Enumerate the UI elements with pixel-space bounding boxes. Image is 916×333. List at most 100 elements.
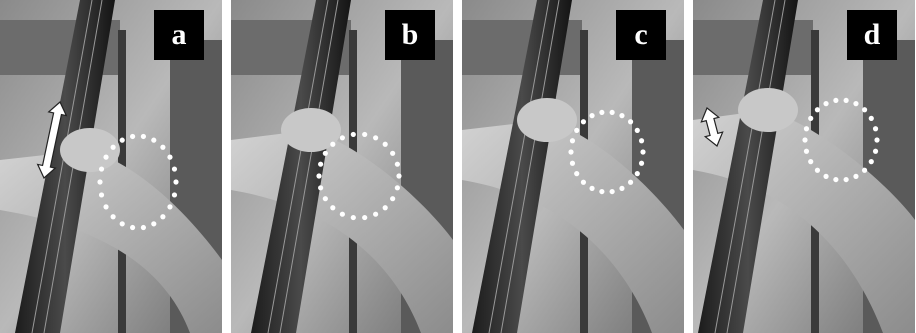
marker-dot [844,98,849,103]
marker-dot [141,134,146,139]
marker-dot [804,126,809,131]
marker-dot [808,159,813,164]
marker-dot [862,168,867,173]
marker-dot [362,215,367,220]
figure: a b c d [0,0,916,333]
marker-dot [97,179,102,184]
marker-dot [568,149,573,154]
marker-dot [869,159,874,164]
marker-dot [99,166,104,171]
marker-dot [172,192,177,197]
marker-dot [130,134,135,139]
marker-dot [599,189,604,194]
marker-dot [833,98,838,103]
panel-label: d [864,18,881,51]
marker-dot [167,155,172,160]
marker-dot [323,196,328,201]
marker-dot [853,101,858,106]
marker-dot [160,214,165,219]
marker-dot [330,205,335,210]
marker-dot [172,166,177,171]
marker-dot [635,171,640,176]
marker-dot [815,168,820,173]
photo-panel: a [0,0,222,333]
marker-dot [873,149,878,154]
marker-dot [373,135,378,140]
marker-dot [869,116,874,121]
marker-dot [373,212,378,217]
marker-dot [351,132,356,137]
marker-dot [103,155,108,160]
marker-dot [130,225,135,230]
photo-panel: c [462,0,684,333]
marker-dot [853,174,858,179]
marker-dot [160,145,165,150]
marker-dot [619,113,624,118]
marker-dot [844,177,849,182]
marker-dot [808,116,813,121]
marker-dot [610,110,615,115]
marker-dot [111,214,116,219]
marker-dot [151,221,156,226]
marker-dot [574,128,579,133]
page: abcd (() => { const data = JSON.parse(do… [0,0,916,333]
marker-dot [628,180,633,185]
hand [738,88,798,132]
marker-dot [570,161,575,166]
marker-dot [340,135,345,140]
marker-dot [383,205,388,210]
marker-dot [167,204,172,209]
marker-dot [581,119,586,124]
marker-dot [639,161,644,166]
marker-dot [639,138,644,143]
panel-label: c [634,18,647,51]
marker-dot [111,145,116,150]
marker-dot [823,101,828,106]
marker-dot [874,137,879,142]
marker-dot [635,128,640,133]
marker-dot [120,138,125,143]
marker-dot [599,110,604,115]
marker-dot [103,204,108,209]
marker-dot [99,192,104,197]
marker-dot [395,185,400,190]
marker-dot [640,149,645,154]
marker-dot [390,196,395,201]
marker-dot [395,162,400,167]
hand [60,128,120,172]
marker-dot [396,173,401,178]
panel-label: a [172,18,187,51]
photo-panel: b [231,0,453,333]
marker-dot [173,179,178,184]
marker-dot [340,212,345,217]
marker-dot [833,177,838,182]
marker-dot [120,221,125,226]
marker-dot [581,180,586,185]
marker-dot [823,174,828,179]
photo-panel: d [693,0,915,333]
marker-dot [570,138,575,143]
marker-dot [802,137,807,142]
marker-dot [362,132,367,137]
marker-dot [383,142,388,147]
marker-dot [628,119,633,124]
marker-dot [610,189,615,194]
marker-dot [318,162,323,167]
marker-dot [589,113,594,118]
marker-dot [390,151,395,156]
marker-dot [151,138,156,143]
marker-dot [574,171,579,176]
marker-dot [815,107,820,112]
marker-dot [351,215,356,220]
marker-dot [862,107,867,112]
marker-dot [873,126,878,131]
marker-dot [589,186,594,191]
marker-dot [330,142,335,147]
panel-label: b [402,18,419,51]
marker-dot [141,225,146,230]
hand [517,98,577,142]
marker-dot [619,186,624,191]
marker-dot [804,149,809,154]
marker-dot [316,173,321,178]
marker-dot [318,185,323,190]
